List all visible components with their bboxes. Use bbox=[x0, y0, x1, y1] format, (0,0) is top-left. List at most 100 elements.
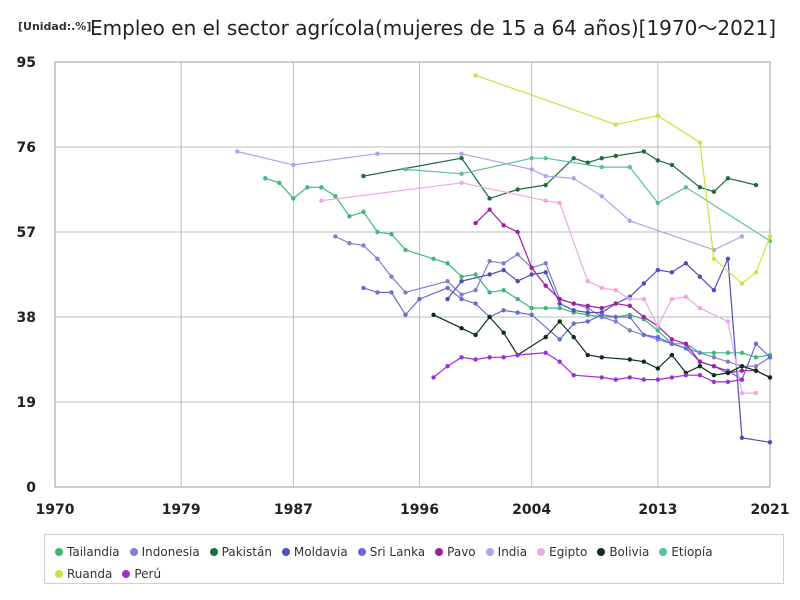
data-point bbox=[543, 182, 548, 188]
legend-item: Sri Lanka bbox=[357, 545, 425, 559]
data-point bbox=[529, 155, 534, 161]
legend-marker bbox=[597, 548, 606, 556]
data-point bbox=[725, 176, 731, 181]
unit-label: [Unidad:.%] bbox=[18, 20, 92, 33]
legend-label: Moldavia bbox=[293, 545, 348, 559]
data-point bbox=[459, 151, 464, 156]
data-point bbox=[403, 290, 408, 295]
data-point bbox=[571, 372, 576, 378]
data-point bbox=[697, 359, 703, 364]
data-point bbox=[753, 341, 759, 347]
data-point bbox=[627, 296, 633, 302]
data-point bbox=[557, 305, 562, 311]
data-point bbox=[487, 290, 492, 295]
legend-item: Egipto bbox=[537, 545, 587, 559]
data-point bbox=[543, 334, 548, 340]
data-point bbox=[641, 149, 647, 154]
data-point bbox=[697, 274, 703, 279]
series-line bbox=[405, 157, 771, 242]
data-point bbox=[753, 368, 759, 373]
data-point bbox=[361, 243, 366, 248]
data-point bbox=[501, 287, 506, 293]
data-point bbox=[585, 352, 590, 358]
data-point bbox=[473, 73, 478, 78]
y-tick-label: 57 bbox=[17, 225, 36, 241]
data-point bbox=[655, 377, 661, 382]
legend-marker bbox=[122, 570, 131, 578]
data-point bbox=[599, 375, 604, 380]
data-point bbox=[515, 352, 520, 358]
data-point bbox=[725, 256, 731, 262]
data-point bbox=[529, 312, 534, 317]
series-line bbox=[265, 177, 771, 358]
data-point bbox=[347, 214, 352, 219]
data-point bbox=[739, 364, 745, 369]
chart-axes: 0 19 38 57 76 95 1970 1979 1987 1996 2004 2013 2021 bbox=[17, 55, 790, 518]
data-point bbox=[627, 303, 633, 309]
legend-marker bbox=[659, 548, 668, 556]
series-line bbox=[475, 74, 771, 285]
data-point bbox=[669, 341, 675, 347]
data-point bbox=[655, 323, 661, 329]
data-point bbox=[375, 229, 380, 235]
data-point bbox=[501, 223, 506, 228]
chart-grid bbox=[54, 61, 771, 488]
data-point bbox=[655, 158, 661, 163]
data-point bbox=[753, 364, 759, 369]
line-chart: 0 19 38 57 76 95 1970 1979 1987 1996 2004 2013 2021 bbox=[17, 55, 790, 518]
data-point bbox=[529, 167, 534, 172]
legend-marker bbox=[485, 548, 494, 556]
data-point bbox=[403, 312, 408, 317]
legend-item: Bolivia bbox=[597, 545, 649, 559]
data-point bbox=[697, 372, 703, 378]
data-point bbox=[571, 301, 576, 306]
y-tick-label: 95 bbox=[17, 55, 36, 71]
data-point bbox=[459, 171, 464, 177]
data-point bbox=[711, 350, 717, 355]
data-point bbox=[571, 321, 576, 326]
data-point bbox=[725, 379, 731, 385]
data-point bbox=[543, 155, 548, 161]
legend-item: Tailandia bbox=[55, 545, 120, 559]
series-line bbox=[237, 150, 743, 251]
data-point bbox=[613, 377, 618, 382]
legend-item: Pavo bbox=[435, 545, 476, 559]
data-point bbox=[473, 220, 478, 226]
data-point bbox=[725, 359, 731, 364]
data-point bbox=[403, 247, 408, 253]
series-per- bbox=[431, 350, 745, 385]
data-point bbox=[557, 301, 562, 306]
data-point bbox=[501, 308, 506, 313]
legend-label: Perú bbox=[134, 567, 162, 581]
data-point bbox=[711, 364, 717, 369]
data-point bbox=[529, 305, 534, 311]
data-point bbox=[711, 256, 717, 262]
legend-item: Perú bbox=[122, 567, 161, 581]
data-point bbox=[333, 234, 338, 239]
x-tick-label: 1979 bbox=[162, 502, 201, 518]
data-point bbox=[459, 180, 464, 185]
legend-label: Pakistán bbox=[221, 545, 272, 559]
legend-marker bbox=[435, 548, 444, 556]
data-point bbox=[263, 176, 268, 181]
data-point bbox=[487, 272, 492, 277]
data-point bbox=[431, 375, 436, 380]
legend-marker bbox=[55, 570, 63, 578]
data-point bbox=[445, 261, 450, 266]
data-point bbox=[711, 287, 717, 293]
data-point bbox=[627, 328, 633, 333]
data-point bbox=[641, 332, 647, 338]
data-point bbox=[515, 252, 520, 257]
data-point bbox=[277, 180, 282, 185]
data-point bbox=[627, 314, 633, 320]
data-point bbox=[697, 350, 703, 355]
legend-label: Tailandia bbox=[67, 545, 120, 559]
data-point bbox=[613, 153, 618, 159]
series-egipto bbox=[319, 180, 759, 396]
data-point bbox=[459, 325, 464, 331]
data-point bbox=[319, 198, 324, 203]
data-point bbox=[557, 200, 562, 206]
data-point bbox=[655, 113, 661, 118]
data-point bbox=[641, 314, 647, 320]
data-point bbox=[515, 296, 520, 302]
